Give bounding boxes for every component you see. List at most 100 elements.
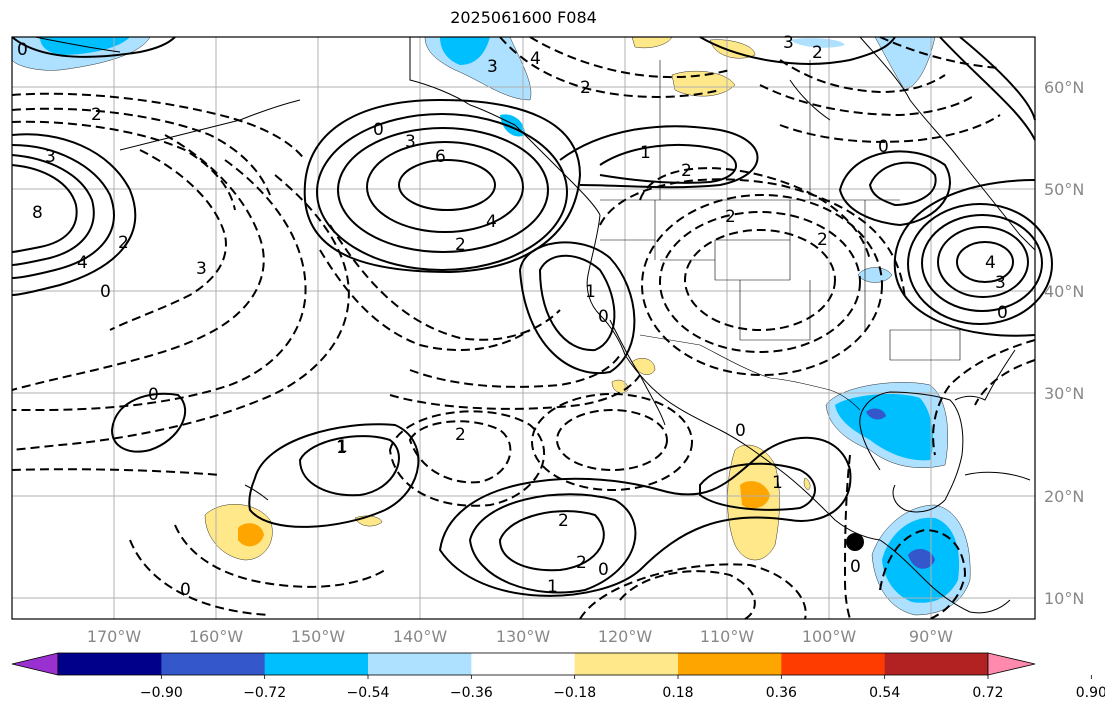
contour-label: 2 <box>725 207 736 227</box>
lat-label-30n: 30°N <box>1044 384 1084 403</box>
lon-label-150w: 150°W <box>291 627 346 646</box>
colorbar-segment <box>368 653 472 675</box>
contour-dashed-16 <box>531 393 693 491</box>
contour-solid-west-high-4 <box>11 164 78 253</box>
lon-label-170w: 170°W <box>87 627 142 646</box>
colorbar-tick-label: 0.36 <box>766 685 797 701</box>
colorbar: −0.90 −0.72 −0.54 −0.36 −0.18 0.18 0.36 0.54 0.7… <box>11 652 1105 701</box>
contour-label: 2 <box>576 553 587 573</box>
contour-label: 3 <box>995 273 1006 293</box>
contour-label: 1 <box>336 438 347 458</box>
contour-label: 3 <box>405 132 416 152</box>
contour-dashed-2 <box>11 107 271 196</box>
contour-solid-high-ne-pacific-2 <box>366 141 524 233</box>
blue-core-gulf <box>835 394 933 461</box>
colorbar-ticks: −0.90 −0.72 −0.54 −0.36 −0.18 0.18 0.36 0.54 0.7… <box>140 675 1105 701</box>
contour-dashed-1 <box>11 92 306 161</box>
dark-blue-central-america <box>908 548 935 569</box>
contour-solid-alaska-1 <box>559 125 759 189</box>
colorbar-segments <box>57 652 989 676</box>
contour-dashed-8 <box>11 468 221 476</box>
contour-solid-high-ne-pacific-3 <box>337 127 549 253</box>
contour-dashed-21 <box>843 454 851 620</box>
colorbar-segment <box>264 653 369 675</box>
contour-dashed-29 <box>529 36 731 79</box>
colorbar-segment <box>678 653 782 675</box>
contour-solid-east-high-3 <box>921 214 1043 312</box>
contour-label: 4 <box>486 212 497 232</box>
lon-label-100w: 100°W <box>802 627 857 646</box>
coastline-mexico <box>719 429 881 541</box>
contour-label: 2 <box>817 230 828 250</box>
colorbar-segment <box>574 653 679 675</box>
contours-dashed <box>11 36 1036 620</box>
colorbar-tick-label: −0.90 <box>140 685 183 701</box>
contour-label: 2 <box>118 233 129 253</box>
lat-label-60n: 60°N <box>1044 78 1084 97</box>
contour-dashed-25 <box>641 194 883 376</box>
contour-dashed-14 <box>389 374 641 410</box>
colorbar-tick-label: 0.18 <box>662 685 693 701</box>
lon-label-110w: 110°W <box>700 627 755 646</box>
contour-dashed-6 <box>12 159 307 411</box>
colorbar-segment <box>884 653 989 675</box>
border-state-3 <box>739 280 811 341</box>
colorbar-tick-label: 0.90 <box>1076 685 1105 701</box>
lon-label-120w: 120°W <box>598 627 653 646</box>
colorbar-tick-label: −0.54 <box>347 685 390 701</box>
map-frame <box>11 36 1036 620</box>
lat-label-40n: 40°N <box>1044 282 1084 301</box>
contour-dashed-15 <box>556 409 668 471</box>
political-borders <box>600 60 961 411</box>
contour-label: 0 <box>180 580 191 600</box>
contour-solid-subtropic-3 <box>438 436 852 597</box>
coastline-hudson <box>789 79 831 121</box>
contour-label: 8 <box>32 203 43 223</box>
contour-label: 1 <box>772 473 783 493</box>
contour-dashed-33 <box>932 339 1036 456</box>
contour-dashed-35 <box>879 36 1001 69</box>
contour-dashed-12 <box>329 224 561 341</box>
lon-label-140w: 140°W <box>393 627 448 646</box>
contour-solid-w-pacific-1 <box>110 392 187 453</box>
lat-label-50n: 50°N <box>1044 180 1084 199</box>
coastline-cuba <box>964 471 1031 481</box>
contour-solid-mexico-1 <box>699 462 816 511</box>
contour-label: 2 <box>455 425 466 445</box>
contour-dashed-26 <box>639 167 871 261</box>
contour-dashed-28 <box>499 36 721 98</box>
contour-label: 0 <box>997 303 1008 323</box>
contour-label: 6 <box>435 147 446 167</box>
coastline-florida <box>954 349 1016 401</box>
coastline-aleutian <box>119 99 301 151</box>
contour-dashed-18 <box>388 410 546 507</box>
contour-dashed-24 <box>659 211 861 353</box>
contour-dashed-23 <box>684 229 836 331</box>
contour-label: 2 <box>455 235 466 255</box>
contour-label: 3 <box>196 259 207 279</box>
contour-dashed-34 <box>974 359 1036 406</box>
contour-label: 1 <box>547 577 558 597</box>
contour-solid-nw-1 <box>11 36 176 58</box>
orange-area-hawaii <box>238 523 264 547</box>
map-title: 2025061600 F084 <box>450 8 597 27</box>
colorbar-segment <box>58 653 162 675</box>
yellow-area-north3 <box>671 70 736 97</box>
dark-blue-gulf <box>866 408 886 420</box>
contour-solid-high-ne-pacific-1 <box>398 159 496 211</box>
contour-dashed-17 <box>408 420 512 484</box>
shaded-areas <box>11 36 971 616</box>
contour-solid-ne-low-2 <box>838 150 951 227</box>
contour-label: 1 <box>337 437 348 457</box>
contour-label: 2 <box>681 161 692 181</box>
contour-solid-subtropic-1 <box>498 510 605 572</box>
colorbar-tick-label: 0.72 <box>972 685 1003 701</box>
contour-dashed-22 <box>879 528 967 620</box>
contour-solid-east-high-1 <box>956 241 1014 283</box>
colorbar-segment <box>161 653 266 675</box>
contour-solid-hawaii-2 <box>248 423 420 528</box>
colorbar-extend-min <box>11 652 59 676</box>
contour-label: 4 <box>77 253 88 273</box>
contour-dashed-32 <box>779 114 1001 143</box>
colorbar-tick-label: 0.54 <box>869 685 900 701</box>
